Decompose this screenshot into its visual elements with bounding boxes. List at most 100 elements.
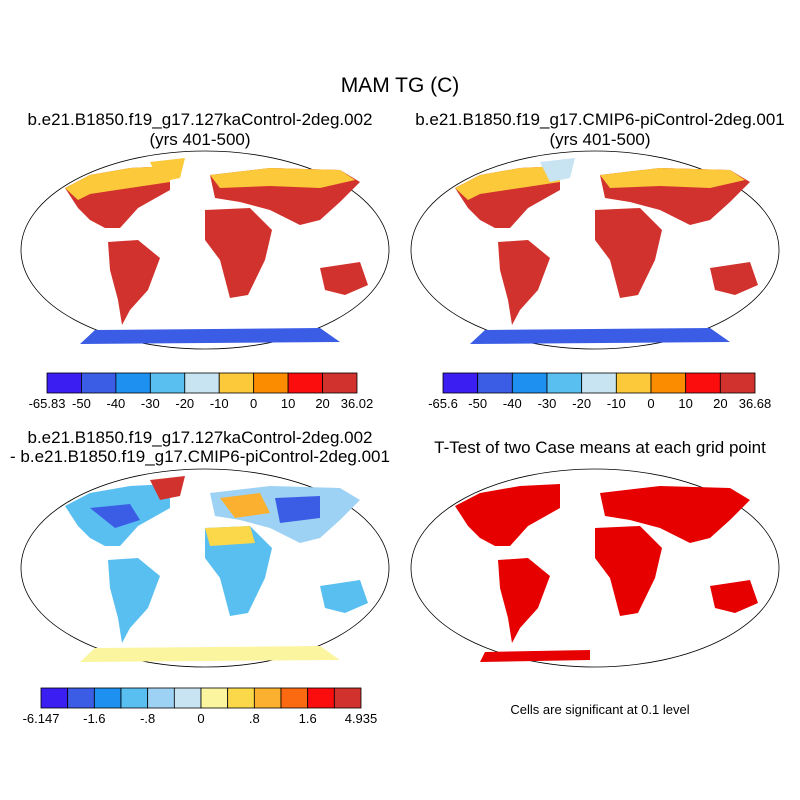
panel3-map — [20, 468, 390, 668]
africa-north-warm — [205, 526, 255, 546]
colorbar-tick-label: 10 — [678, 396, 692, 411]
colorbar-swatch — [115, 372, 151, 394]
colorbar-swatch — [719, 372, 756, 394]
panel2-map — [410, 150, 780, 350]
north-america-north — [455, 166, 560, 200]
colorbar-tick-label: -50 — [468, 396, 487, 411]
colorbar-swatch — [184, 372, 220, 394]
australia — [710, 262, 758, 295]
south-america — [498, 558, 550, 643]
colorbar-swatch — [173, 687, 202, 709]
colorbar-tick-label: 0 — [197, 711, 204, 726]
colorbar-tick-label: 10 — [281, 396, 295, 411]
south-america — [108, 240, 160, 325]
colorbar-swatch — [615, 372, 652, 394]
antarctica-partial — [480, 650, 590, 662]
africa — [595, 208, 662, 298]
eurasia — [600, 486, 750, 543]
australia — [320, 262, 368, 295]
colorbar-tick-label: 36.02 — [341, 396, 374, 411]
colorbar-tick-label: 20 — [713, 396, 727, 411]
panel2-title-line2: (yrs 401-500) — [549, 130, 651, 149]
colorbar-tick-label: -40 — [503, 396, 522, 411]
colorbar-tick-label: -20 — [175, 396, 194, 411]
panel4-title: T-Test of two Case means at each grid po… — [434, 438, 766, 457]
colorbar-swatch — [149, 372, 186, 394]
australia — [320, 580, 368, 613]
colorbar-swatch — [307, 687, 335, 709]
panel1-title-line1: b.e21.B1850.f19_g17.127kaControl-2deg.00… — [27, 110, 373, 129]
colorbar-swatch — [46, 372, 82, 394]
australia — [710, 580, 758, 613]
colorbar-tick-label: 0 — [647, 396, 654, 411]
greenland — [150, 158, 185, 182]
colorbar-swatch — [81, 372, 117, 394]
colorbar-swatch — [333, 687, 362, 709]
panel3-colorbar: -6.147 -1.6 -.8 0 .8 1.6 4.935 — [23, 687, 377, 726]
colorbar-tick-label: -65.6 — [428, 396, 458, 411]
colorbar-tick-label: 0 — [250, 396, 257, 411]
colorbar-tick-label: 36.68 — [739, 396, 772, 411]
panel2-title-line1: b.e21.B1850.f19_g17.CMIP6-piControl-2deg… — [415, 110, 785, 129]
colorbar-swatch — [227, 687, 255, 709]
colorbar-swatch — [120, 687, 149, 709]
colorbar-swatch — [477, 372, 513, 394]
south-america — [108, 558, 160, 643]
colorbar-swatch — [287, 372, 323, 394]
colorbar-swatch — [218, 372, 255, 394]
colorbar-swatch — [93, 687, 122, 709]
colorbar-tick-label: .8 — [249, 711, 260, 726]
colorbar-tick-label: -1.6 — [83, 711, 105, 726]
colorbar-swatch — [40, 687, 69, 709]
colorbar-tick-label: -6.147 — [23, 711, 60, 726]
panel2-colorbar: -65.6 -50 -40 -30 -20 -10 0 10 20 36.68 — [428, 372, 771, 411]
greenland — [150, 476, 185, 500]
panel1-colorbar: -65.83 -50 -40 -30 -20 -10 0 10 20 36.02 — [29, 372, 373, 411]
colorbar-tick-label: 4.935 — [345, 711, 378, 726]
colorbar-swatch — [650, 372, 687, 394]
significance-note: Cells are significant at 0.1 level — [510, 702, 690, 717]
colorbar-tick-label: 1.6 — [299, 711, 317, 726]
figure-title: MAM TG (C) — [340, 74, 460, 97]
north-america — [455, 484, 560, 546]
colorbar-swatch — [581, 372, 617, 394]
colorbar-swatch — [280, 687, 309, 709]
panel3-title-line1: b.e21.B1850.f19_g17.127kaControl-2deg.00… — [27, 428, 373, 447]
colorbar-tick-label: -65.83 — [29, 396, 66, 411]
panel1-map — [20, 150, 390, 350]
eurasia-north — [600, 168, 745, 188]
colorbar-tick-label: -.8 — [140, 711, 155, 726]
eurasia-warm-region — [220, 493, 270, 518]
colorbar-swatch — [253, 687, 282, 709]
colorbar-swatch — [442, 372, 479, 394]
antarctica — [80, 328, 340, 344]
africa — [205, 208, 272, 298]
colorbar-tick-label: -30 — [141, 396, 160, 411]
colorbar-swatch — [200, 687, 229, 709]
colorbar-swatch — [67, 687, 95, 709]
north-america-cold-region — [90, 504, 140, 528]
colorbar-tick-label: -30 — [538, 396, 557, 411]
panel3-title-line2: - b.e21.B1850.f19_g17.CMIP6-piControl-2d… — [10, 447, 390, 466]
colorbar-tick-label: -40 — [106, 396, 125, 411]
colorbar-swatch — [546, 372, 583, 394]
antarctica — [470, 328, 730, 344]
eurasia-north — [210, 168, 355, 188]
colorbar-tick-label: 20 — [315, 396, 329, 411]
panel1-title-line2: (yrs 401-500) — [149, 130, 251, 149]
colorbar-swatch — [511, 372, 548, 394]
south-america — [498, 240, 550, 325]
greenland — [540, 158, 575, 182]
colorbar-swatch — [685, 372, 721, 394]
antarctica — [80, 646, 340, 662]
north-america-north — [65, 166, 170, 200]
colorbar-swatch — [322, 372, 358, 394]
colorbar-tick-label: -10 — [210, 396, 229, 411]
africa — [595, 526, 662, 616]
colorbar-tick-label: -50 — [72, 396, 91, 411]
colorbar-tick-label: -20 — [572, 396, 591, 411]
colorbar-swatch — [253, 372, 289, 394]
colorbar-tick-label: -10 — [607, 396, 626, 411]
colorbar-swatch — [147, 687, 175, 709]
africa — [205, 526, 272, 616]
